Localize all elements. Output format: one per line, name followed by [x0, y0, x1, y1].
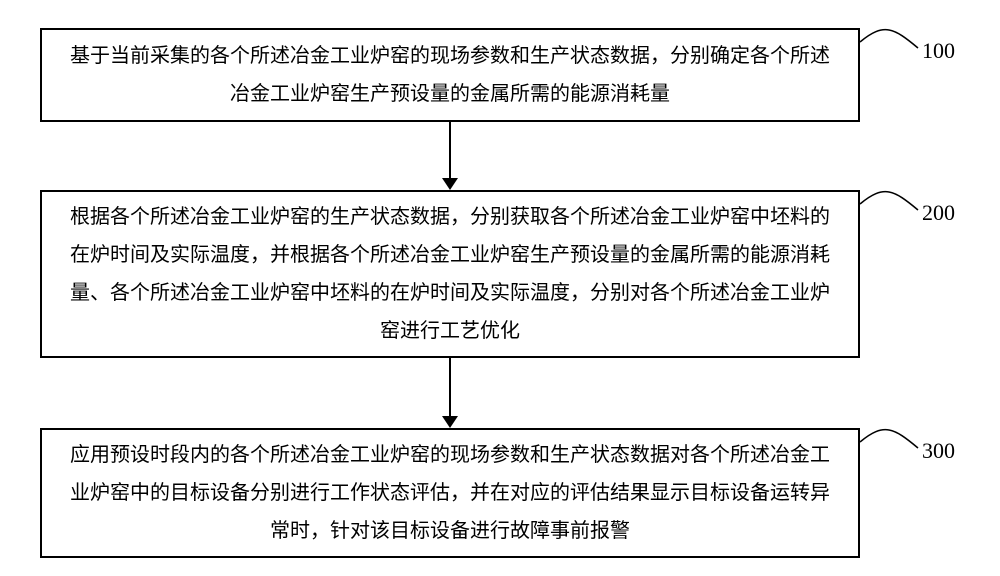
- flow-step-text: 基于当前采集的各个所述冶金工业炉窑的现场参数和生产状态数据，分别确定各个所述冶金…: [70, 37, 830, 113]
- flow-step-label-300: 300: [922, 438, 955, 464]
- flowchart-canvas: 基于当前采集的各个所述冶金工业炉窑的现场参数和生产状态数据，分别确定各个所述冶金…: [0, 0, 1000, 576]
- flow-step-text: 根据各个所述冶金工业炉窑的生产状态数据，分别获取各个所述冶金工业炉窑中坯料的在炉…: [70, 198, 830, 350]
- flow-step-label-100: 100: [922, 38, 955, 64]
- flow-step-text: 应用预设时段内的各个所述冶金工业炉窑的现场参数和生产状态数据对各个所述冶金工业炉…: [70, 436, 830, 550]
- flow-step-300: 应用预设时段内的各个所述冶金工业炉窑的现场参数和生产状态数据对各个所述冶金工业炉…: [40, 428, 860, 558]
- flow-step-200: 根据各个所述冶金工业炉窑的生产状态数据，分别获取各个所述冶金工业炉窑中坯料的在炉…: [40, 190, 860, 358]
- flow-step-100: 基于当前采集的各个所述冶金工业炉窑的现场参数和生产状态数据，分别确定各个所述冶金…: [40, 28, 860, 122]
- flow-arrow: [438, 358, 462, 428]
- flow-step-label-200: 200: [922, 200, 955, 226]
- flow-arrow: [438, 122, 462, 190]
